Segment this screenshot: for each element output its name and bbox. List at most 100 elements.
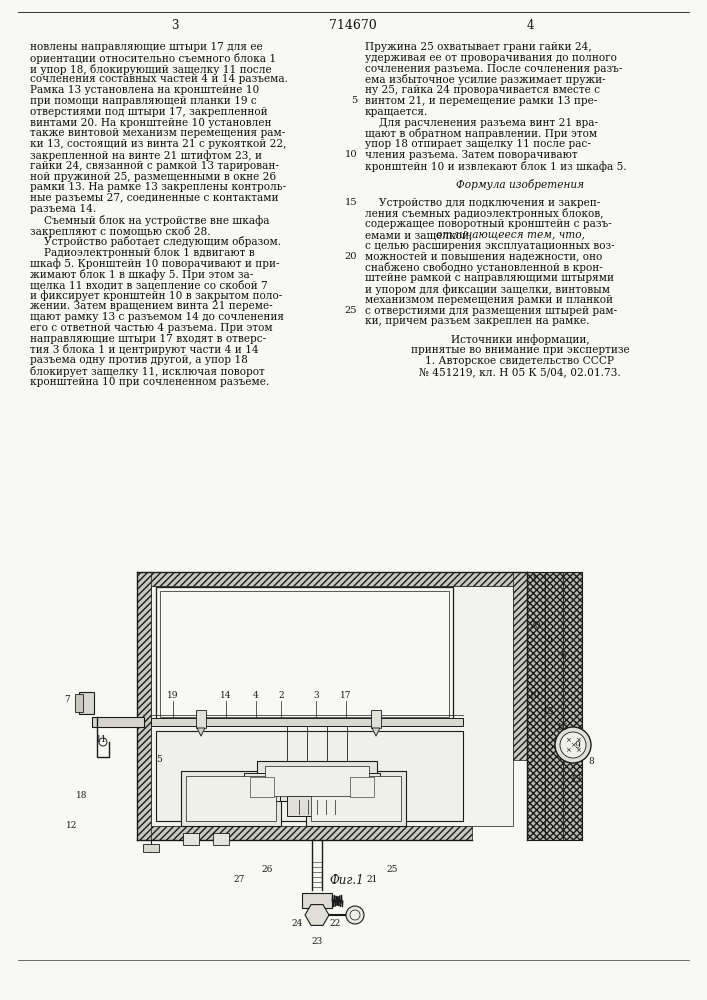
Text: ема избыточное усилие разжимает пружи-: ема избыточное усилие разжимает пружи- <box>365 74 606 85</box>
Text: 3: 3 <box>313 691 319 700</box>
Text: 7: 7 <box>64 696 70 704</box>
Text: щелка 11 входит в зацепление со скобой 7: щелка 11 входит в зацепление со скобой 7 <box>30 280 268 290</box>
Text: чления разъема. Затем поворачивают: чления разъема. Затем поворачивают <box>365 150 578 160</box>
Text: кронштейна 10 при сочлененном разъеме.: кронштейна 10 при сочлененном разъеме. <box>30 377 269 387</box>
Bar <box>137 826 472 840</box>
Text: ну 25, гайка 24 проворачивается вместе с: ну 25, гайка 24 проворачивается вместе с <box>365 85 600 95</box>
Circle shape <box>555 727 591 763</box>
Text: ×: × <box>575 747 581 753</box>
Text: ки 13, состоящий из винта 21 с рукояткой 22,: ки 13, состоящий из винта 21 с рукояткой… <box>30 139 286 149</box>
Text: 4: 4 <box>526 19 534 32</box>
Text: Пружина 25 охватывает грани гайки 24,: Пружина 25 охватывает грани гайки 24, <box>365 42 592 52</box>
Text: и упор 18, блокирующий защелку 11 после: и упор 18, блокирующий защелку 11 после <box>30 64 271 75</box>
Text: и упором для фиксации защелки, винтовым: и упором для фиксации защелки, винтовым <box>365 284 610 295</box>
Text: ные разъемы 27, соединенные с контактами: ные разъемы 27, соединенные с контактами <box>30 193 279 203</box>
Text: закрепляют с помощью скоб 28.: закрепляют с помощью скоб 28. <box>30 226 211 237</box>
Text: 25: 25 <box>344 306 357 315</box>
Text: 4: 4 <box>253 691 259 700</box>
Text: сочленения составных частей 4 и 14 разъема.: сочленения составных частей 4 и 14 разъе… <box>30 74 288 84</box>
Text: шкаф 5. Кронштейн 10 поворачивают и при-: шкаф 5. Кронштейн 10 поворачивают и при- <box>30 258 279 269</box>
Bar <box>151 718 463 726</box>
Text: ×: × <box>575 737 581 743</box>
Text: блокирует защелку 11, исключая поворот: блокирует защелку 11, исключая поворот <box>30 366 264 377</box>
Text: ления съемных радиоэлектронных блоков,: ления съемных радиоэлектронных блоков, <box>365 208 604 219</box>
Bar <box>287 796 347 816</box>
Text: Рамка 13 установлена на кронштейне 10: Рамка 13 установлена на кронштейне 10 <box>30 85 259 95</box>
Bar <box>513 572 527 760</box>
Text: 22: 22 <box>329 918 341 928</box>
Bar <box>371 710 381 728</box>
Text: разъема одну против другой, а упор 18: разъема одну против другой, а упор 18 <box>30 355 248 365</box>
Text: Источники информации,: Источники информации, <box>450 335 590 345</box>
Text: 25: 25 <box>386 865 398 874</box>
Text: содержащее поворотный кронштейн с разъ-: содержащее поворотный кронштейн с разъ- <box>365 219 612 229</box>
Text: отверстиями под штыри 17, закрепленной: отверстиями под штыри 17, закрепленной <box>30 107 268 117</box>
Circle shape <box>560 732 586 758</box>
Bar <box>302 893 332 908</box>
Text: снабжено свободно установленной в крон-: снабжено свободно установленной в крон- <box>365 262 603 273</box>
Text: жимают блок 1 в шкафу 5. При этом за-: жимают блок 1 в шкафу 5. При этом за- <box>30 269 253 280</box>
Text: Устройство работает следующим образом.: Устройство работает следующим образом. <box>44 236 281 247</box>
Bar <box>311 776 401 821</box>
Bar <box>75 694 83 712</box>
Bar <box>137 572 151 840</box>
Text: щают в обратном направлении. При этом: щают в обратном направлении. При этом <box>365 128 597 139</box>
Text: 8: 8 <box>588 758 594 766</box>
Text: рамки 13. На рамке 13 закреплены контроль-: рамки 13. На рамке 13 закреплены контрол… <box>30 182 286 192</box>
Bar <box>344 773 380 801</box>
Text: 11: 11 <box>96 736 107 744</box>
Text: направляющие штыри 17 входят в отверс-: направляющие штыри 17 входят в отверс- <box>30 334 266 344</box>
Text: отличающееся тем, что,: отличающееся тем, что, <box>436 230 585 240</box>
Bar <box>79 692 94 714</box>
Text: Фиг.1: Фиг.1 <box>329 874 364 886</box>
Text: винтом 21, и перемещение рамки 13 пре-: винтом 21, и перемещение рамки 13 пре- <box>365 96 597 106</box>
Text: 714670: 714670 <box>329 19 377 32</box>
Bar <box>186 776 276 821</box>
Text: гайки 24, связанной с рамкой 13 тарирован-: гайки 24, связанной с рамкой 13 тарирова… <box>30 161 279 171</box>
Text: емами и защелкой,: емами и защелкой, <box>365 230 476 240</box>
Text: ориентации относительно съемного блока 1: ориентации относительно съемного блока 1 <box>30 53 276 64</box>
Text: 20: 20 <box>530 620 541 630</box>
Text: 26: 26 <box>262 865 273 874</box>
Circle shape <box>99 738 107 746</box>
Text: сочленения разъема. После сочленения разъ-: сочленения разъема. После сочленения раз… <box>365 64 622 74</box>
Text: 1. Авторское свидетельство СССР: 1. Авторское свидетельство СССР <box>426 356 614 366</box>
Text: 21: 21 <box>366 876 378 884</box>
Text: 23: 23 <box>311 936 322 946</box>
Text: 17: 17 <box>340 691 352 700</box>
Text: 18: 18 <box>76 790 88 800</box>
Bar <box>196 710 206 728</box>
Text: ×: × <box>565 747 571 753</box>
Text: 16: 16 <box>557 724 568 732</box>
Circle shape <box>350 910 360 920</box>
Bar <box>527 572 582 840</box>
Text: 14: 14 <box>221 691 232 700</box>
Text: при помощи направляющей планки 19 с: при помощи направляющей планки 19 с <box>30 96 257 106</box>
Text: 6: 6 <box>560 650 566 660</box>
Text: щают рамку 13 с разъемом 14 до сочленения: щают рамку 13 с разъемом 14 до сочленени… <box>30 312 284 322</box>
Text: Радиоэлектронный блок 1 вдвигают в: Радиоэлектронный блок 1 вдвигают в <box>44 247 255 258</box>
Text: 10: 10 <box>344 150 357 159</box>
Text: его с ответной частью 4 разъема. При этом: его с ответной частью 4 разъема. При это… <box>30 323 273 333</box>
Text: штейне рамкой с направляющими штырями: штейне рамкой с направляющими штырями <box>365 273 614 283</box>
Text: принятые во внимание при экспертизе: принятые во внимание при экспертизе <box>411 345 629 355</box>
Polygon shape <box>372 728 380 736</box>
Text: 1: 1 <box>532 576 538 584</box>
Text: можностей и повышения надежности, оно: можностей и повышения надежности, оно <box>365 252 602 262</box>
Text: и фиксирует кронштейн 10 в закрытом поло-: и фиксирует кронштейн 10 в закрытом поло… <box>30 290 282 301</box>
Text: с отверстиями для размещения штырей рам-: с отверстиями для размещения штырей рам- <box>365 306 617 316</box>
Bar <box>143 844 159 852</box>
Text: кращается.: кращается. <box>365 107 428 117</box>
Text: Формула изобретения: Формула изобретения <box>456 179 584 190</box>
Text: 24: 24 <box>291 918 303 928</box>
Text: 5: 5 <box>156 756 162 764</box>
Text: 2: 2 <box>278 691 284 700</box>
Text: ки, причем разъем закреплен на рамке.: ки, причем разъем закреплен на рамке. <box>365 316 590 326</box>
Bar <box>181 771 281 826</box>
Bar <box>92 717 144 727</box>
Text: Устройство для подключения и закреп-: Устройство для подключения и закреп- <box>379 198 600 208</box>
Text: 5: 5 <box>546 636 552 645</box>
Text: Для расчленения разъема винт 21 вра-: Для расчленения разъема винт 21 вра- <box>379 118 598 128</box>
Bar <box>156 731 463 821</box>
Text: ×: × <box>570 742 576 748</box>
